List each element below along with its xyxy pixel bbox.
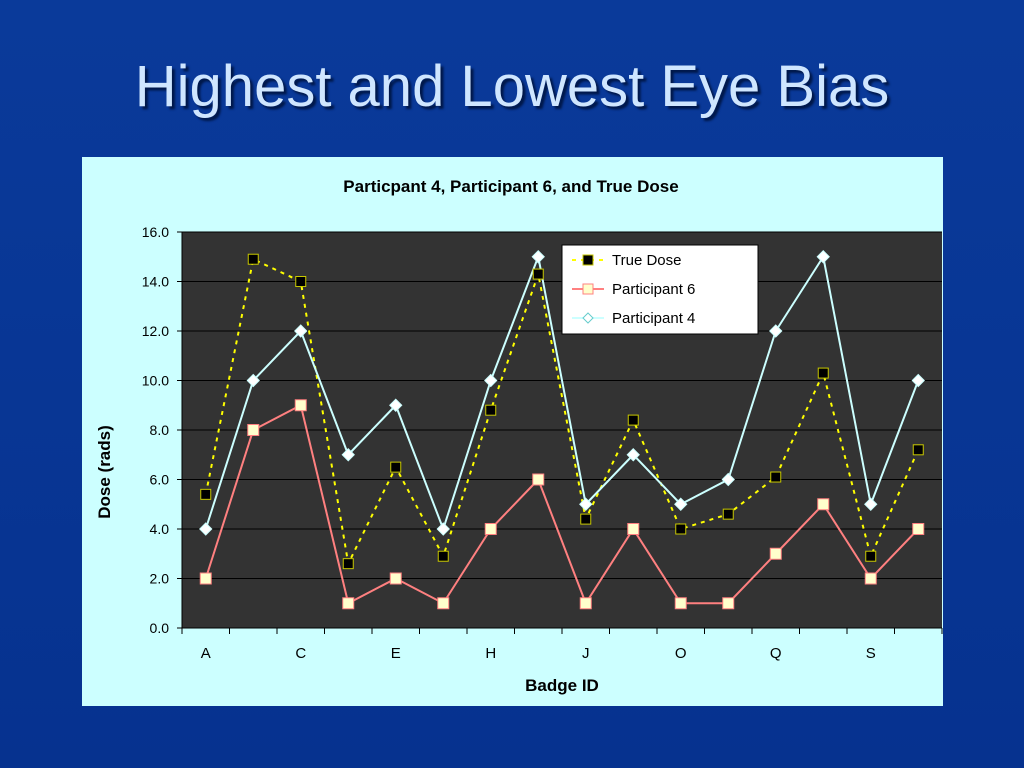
participant-4-point <box>294 324 308 338</box>
participant-4-point <box>911 373 925 388</box>
participant-6-point <box>389 572 402 585</box>
participant-6-point <box>247 424 260 436</box>
y-axis-label: Dose (rads) <box>95 425 114 519</box>
legend-label: Participant 6 <box>612 281 695 298</box>
participant-6-point <box>769 547 782 560</box>
slide-title: Highest and Lowest Eye Bias <box>134 54 890 119</box>
y-tick-label: 16.0 <box>142 224 169 240</box>
y-tick-label: 10.0 <box>142 373 169 389</box>
true-dose-point <box>912 444 924 456</box>
participant-6-point <box>817 498 830 511</box>
true-dose-point <box>675 523 687 535</box>
participant-4-point <box>531 250 545 264</box>
y-tick-label: 0.0 <box>150 620 170 636</box>
participant-4-point <box>721 472 735 487</box>
participant-4-point <box>341 448 355 462</box>
true-dose-point <box>437 550 449 562</box>
legend-marker <box>582 283 594 295</box>
chart-title: Particpant 4, Participant 6, and True Do… <box>343 177 678 196</box>
participant-4-point <box>864 497 878 511</box>
true-dose-point <box>247 253 259 265</box>
participant-4-point <box>199 522 213 536</box>
x-tick-label: O <box>675 645 687 662</box>
x-tick-label: C <box>295 645 306 662</box>
participant-6-line <box>204 403 919 606</box>
y-tick-label: 4.0 <box>150 521 170 537</box>
participant-6-point <box>484 523 497 535</box>
y-tick-label: 6.0 <box>150 472 170 488</box>
x-tick-label: Q <box>770 645 782 662</box>
true-dose-point <box>627 414 639 426</box>
y-tick-label: 12.0 <box>142 323 169 339</box>
legend-marker <box>582 254 594 266</box>
legend-marker <box>582 312 594 324</box>
true-dose-line <box>204 257 920 567</box>
participant-6-point <box>437 597 450 610</box>
x-tick-label: E <box>391 645 401 662</box>
x-tick-label: H <box>485 645 496 662</box>
participant-6-point <box>912 523 925 535</box>
x-axis-label: Badge ID <box>525 676 599 695</box>
true-dose-point <box>295 276 307 287</box>
participant-6-point <box>864 572 877 585</box>
participant-6-point <box>674 597 687 610</box>
participant-6-point <box>342 597 355 610</box>
y-tick-label: 2.0 <box>150 571 170 587</box>
participant-4-point <box>484 373 498 388</box>
true-dose-point <box>770 471 782 483</box>
participant-6-point <box>627 523 640 535</box>
chart-container: Particpant 4, Participant 6, and True Do… <box>82 157 943 706</box>
participant-6-point <box>579 597 592 610</box>
legend-label: Participant 4 <box>612 310 695 327</box>
legend-label: True Dose <box>612 252 681 269</box>
participant-4-point <box>816 250 830 264</box>
participant-6-point <box>722 597 735 610</box>
x-tick-label: J <box>582 645 590 662</box>
participant-4-point <box>674 497 688 511</box>
participant-4-point <box>436 522 450 536</box>
true-dose-point <box>390 461 402 473</box>
x-tick-label: S <box>866 645 876 662</box>
y-tick-label: 14.0 <box>142 274 169 290</box>
true-dose-point <box>865 550 877 562</box>
true-dose-point <box>200 488 212 500</box>
participant-4-line <box>204 253 920 533</box>
true-dose-point <box>722 508 734 520</box>
true-dose-point <box>485 404 497 416</box>
line-chart: Particpant 4, Participant 6, and True Do… <box>95 177 943 695</box>
y-tick-label: 8.0 <box>150 422 170 438</box>
participant-6-point <box>199 572 212 585</box>
true-dose-point <box>817 367 829 379</box>
x-tick-label: A <box>201 645 211 662</box>
participant-4-point <box>246 373 260 388</box>
participant-4-point <box>626 448 640 462</box>
participant-4-point <box>389 398 403 412</box>
true-dose-point <box>532 268 544 280</box>
participant-4-point <box>579 497 593 511</box>
participant-6-point <box>532 473 545 486</box>
true-dose-point <box>342 558 354 570</box>
participant-6-point <box>294 399 307 412</box>
true-dose-point <box>580 513 592 525</box>
participant-4-point <box>769 324 783 338</box>
